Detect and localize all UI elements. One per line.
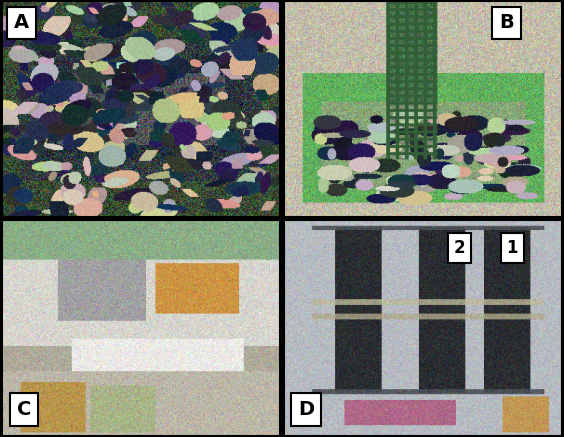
Text: 2: 2 bbox=[453, 239, 465, 257]
Text: A: A bbox=[14, 14, 29, 32]
Text: B: B bbox=[499, 14, 514, 32]
Text: 1: 1 bbox=[506, 239, 518, 257]
Text: D: D bbox=[298, 400, 314, 419]
Text: C: C bbox=[17, 400, 31, 419]
